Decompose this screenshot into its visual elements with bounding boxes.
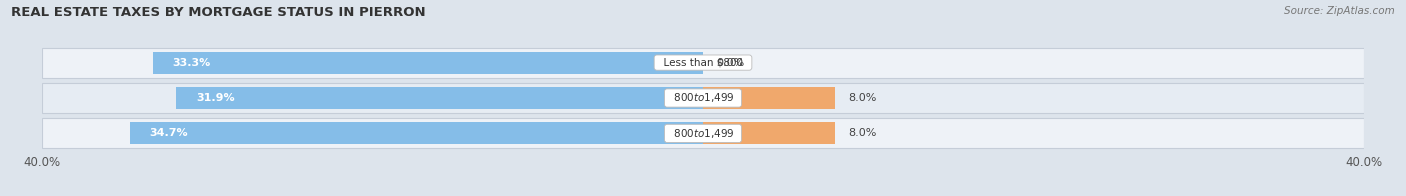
Text: 34.7%: 34.7%: [149, 128, 188, 138]
Text: 8.0%: 8.0%: [848, 93, 877, 103]
Text: 33.3%: 33.3%: [173, 58, 211, 68]
Text: $800 to $1,499: $800 to $1,499: [666, 92, 740, 104]
Bar: [42, 83, 1364, 113]
Text: 8.0%: 8.0%: [848, 128, 877, 138]
Text: $800 to $1,499: $800 to $1,499: [666, 127, 740, 140]
Bar: [42, 48, 1364, 78]
Bar: [176, 87, 703, 109]
Bar: [42, 118, 1364, 148]
Text: Less than $800: Less than $800: [657, 58, 749, 68]
Text: REAL ESTATE TAXES BY MORTGAGE STATUS IN PIERRON: REAL ESTATE TAXES BY MORTGAGE STATUS IN …: [11, 6, 426, 19]
Bar: [129, 122, 703, 144]
Text: 31.9%: 31.9%: [195, 93, 235, 103]
Text: Source: ZipAtlas.com: Source: ZipAtlas.com: [1284, 6, 1395, 16]
Bar: [703, 87, 835, 109]
Bar: [153, 52, 703, 74]
Bar: [703, 122, 835, 144]
Text: 0.0%: 0.0%: [716, 58, 744, 68]
